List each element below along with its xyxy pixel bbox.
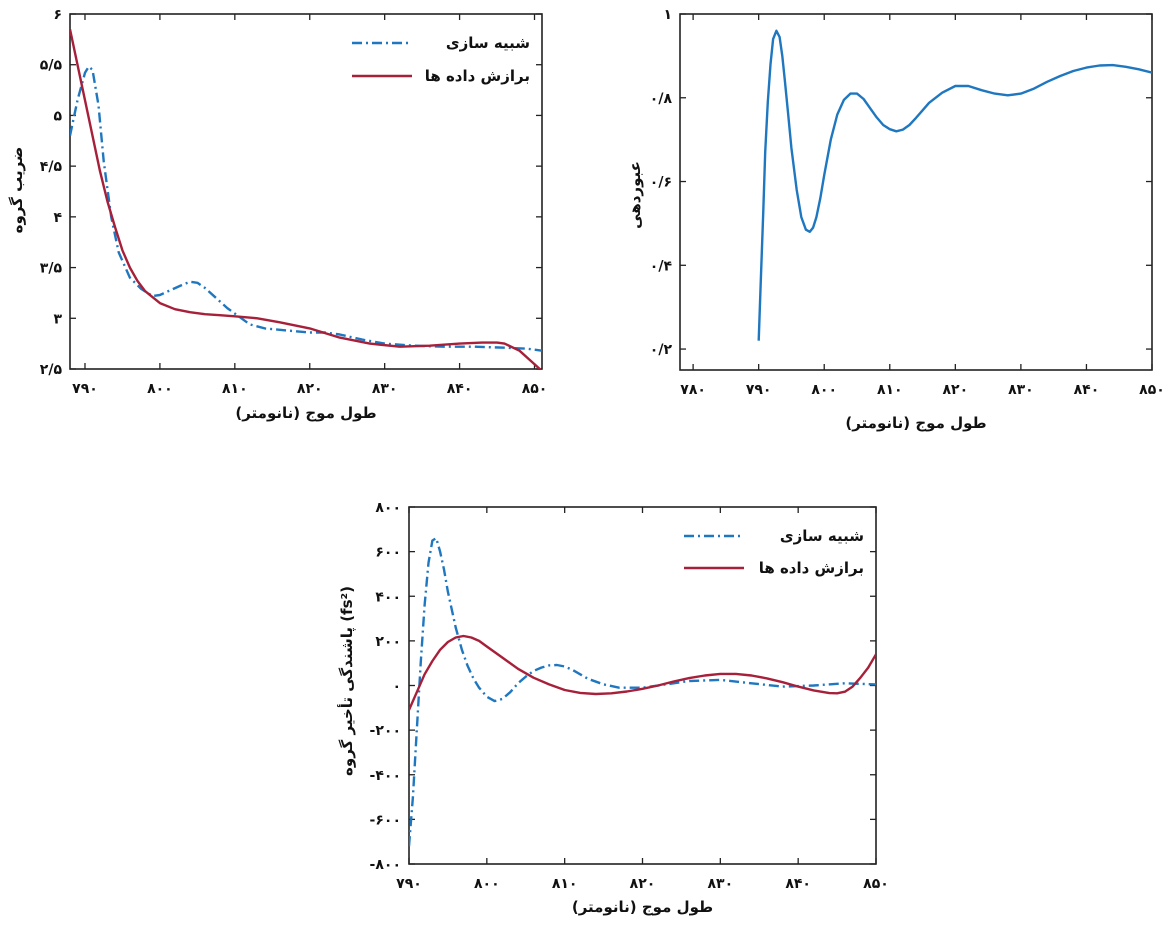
group-index-chart: ۷۹۰ ۸۰۰ ۸۱۰ ۸۲۰ ۸۳۰ ۸۴۰ ۸۵۰ ۲/۵ ۳ ۳/۵ ۴ ۴/۵ ۵ ۵/۵ ۶ طول… [8,7,547,422]
y-axis-label: عبوردهی [626,161,644,229]
legend-label-0: شبیه سازی [780,527,864,545]
y-tick-label: ۱ [663,7,672,23]
x-tick-label: ۸۵۰ [863,876,889,892]
y-tick-label: ۸۰۰ [375,500,401,516]
transmittance-chart: ۷۸۰ ۷۹۰ ۸۰۰ ۸۱۰ ۸۲۰ ۸۳۰ ۸۴۰ ۸۵۰ ۰/۲ ۰/۴ ۰/۶ ۰/۸ ۱ طول… [626,7,1165,432]
x-tick-label: ۸۱۰ [222,381,248,397]
x-tick-label: ۸۳۰ [1008,382,1034,398]
plot-frame [69,13,543,370]
x-tick-label: ۸۴۰ [785,876,811,892]
y-tick-label: ۰/۴ [650,258,673,274]
plot-frame [679,13,1153,371]
y-tick-label: -۸۰۰ [370,857,401,873]
x-axis-label: طول موج (نانومتر) [235,404,376,422]
y-tick-label: ۰ [392,679,401,695]
x-tick-label: ۸۳۰ [372,381,398,397]
y-tick-label: ۳/۵ [40,261,63,277]
y-tick-label: ۶۰۰ [375,545,401,561]
y-axis-label: پاشندگی تأخیر گروه (fs²) [337,586,357,776]
legend-label-0: شبیه سازی [446,34,530,52]
x-tick-label: ۸۵۰ [1139,382,1165,398]
x-tick-label: ۷۹۰ [746,382,772,398]
series-line-0 [70,65,542,352]
series-line-1 [409,634,876,711]
y-tick-label: ۴/۵ [40,159,63,175]
series-line-0 [757,29,1152,341]
y-tick-label: ۰/۶ [650,175,672,191]
y-tick-label: -۲۰۰ [370,723,401,739]
x-tick-label: ۷۸۰ [680,382,706,398]
x-axis-label: طول موج (نانومتر) [572,898,713,916]
x-tick-label: ۸۲۰ [943,382,969,398]
x-tick-label: ۸۲۰ [297,381,323,397]
y-axis-label: ضریب گروه [8,147,26,234]
y-tick-label: ۲/۵ [40,362,63,378]
y-tick-label: ۲۰۰ [375,634,401,650]
x-tick-label: ۸۰۰ [147,381,173,397]
x-tick-label: ۷۹۰ [72,381,98,397]
y-tick-label: ۴ [53,210,62,226]
x-tick-label: ۸۱۰ [552,876,578,892]
x-tick-label: ۸۲۰ [630,876,656,892]
y-tick-label: ۰/۲ [650,342,673,358]
x-tick-label: ۸۴۰ [1074,382,1100,398]
x-tick-label: ۸۱۰ [877,382,903,398]
gdd-chart: ۷۹۰ ۸۰۰ ۸۱۰ ۸۲۰ ۸۳۰ ۸۴۰ ۸۵۰ -۸۰۰ -۶۰۰ -۴۰۰ -۲۰۰ ۰ ۲۰… [337,500,889,916]
x-axis-label: طول موج (نانومتر) [845,414,986,432]
y-tick-label: ۳ [53,311,62,327]
x-tick-label: ۸۴۰ [447,381,473,397]
y-tick-label: ۶ [53,7,62,23]
y-tick-label: ۴۰۰ [375,589,401,605]
x-tick-label: ۸۰۰ [811,382,837,398]
x-tick-label: ۸۰۰ [474,876,500,892]
x-tick-label: ۸۳۰ [708,876,734,892]
legend-label-1: برازش داده ها [425,67,530,85]
y-tick-label: -۶۰۰ [370,812,401,828]
y-tick-label: ۵/۵ [40,58,63,74]
y-tick-label: -۴۰۰ [370,768,401,784]
x-tick-label: ۷۹۰ [396,876,422,892]
legend-label-1: برازش داده ها [759,559,864,577]
series-line-0 [409,537,876,847]
y-tick-label: ۵ [53,108,62,124]
x-tick-label: ۸۵۰ [522,381,548,397]
y-tick-label: ۰/۸ [650,91,673,107]
series-line-1 [70,28,542,369]
